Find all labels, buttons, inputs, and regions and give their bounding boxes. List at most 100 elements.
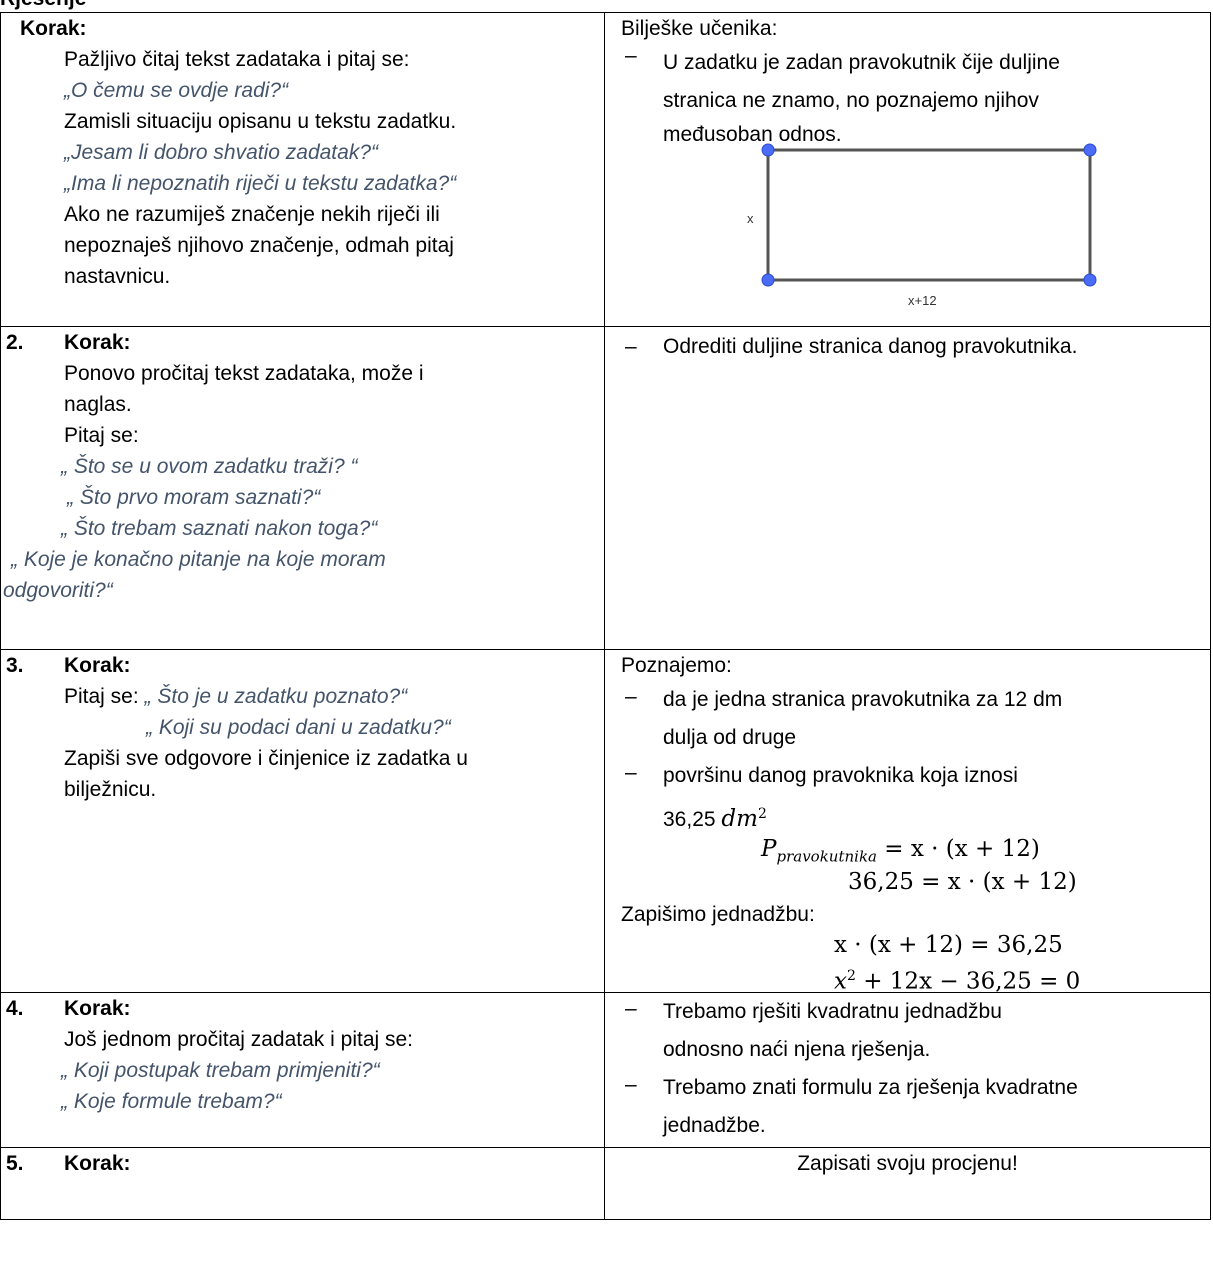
notes-heading: Bilješke učenika:: [621, 17, 778, 40]
instruction-line: Pitaj se: „ Što je u zadatku poznato?“: [1, 681, 604, 712]
step-title: Korak:: [64, 1152, 131, 1175]
step-5-instructions: 5. Korak:: [0, 1147, 605, 1220]
dash-bullet: –: [625, 685, 637, 708]
vertex-point: [1083, 143, 1097, 157]
step-4-notes: – Trebamo rješiti kvadratnu jednadžbu od…: [604, 992, 1211, 1148]
guiding-question: „ Što trebam saznati nakon toga?“: [61, 517, 378, 540]
area-unit: dm: [721, 806, 758, 832]
instruction-line: nepoznaješ njihovo značenje, odmah pitaj: [64, 234, 454, 257]
guiding-question: „ Što se u ovom zadatku traži? “: [61, 455, 358, 478]
step-3-instructions: 3. Korak: Pitaj se: „ Što je u zadatku po…: [0, 649, 605, 993]
equation-exponent: 2: [846, 968, 856, 984]
instruction-line: Pitaj se:: [64, 424, 139, 447]
guiding-question: „ Što je u zadatku poznato?“: [144, 685, 408, 708]
instruction-prefix: Pitaj se:: [64, 685, 145, 708]
step-3-heading: 3. Korak:: [1, 650, 604, 681]
note-bullet: – Trebamo rješiti kvadratnu jednadžbu od…: [605, 993, 1210, 1069]
notes-heading: Zapišimo jednadžbu:: [621, 903, 815, 926]
vertex-point: [761, 143, 775, 157]
step-number: 3.: [6, 654, 24, 677]
step-3-notes: Poznajemo: – da je jedna stranica pravok…: [604, 649, 1211, 995]
step-4-instructions: 4. Korak: Još jednom pročitaj zadatak i p…: [0, 992, 605, 1148]
step-1-heading: 1.Korak:: [1, 13, 604, 44]
equation-variable: x: [834, 968, 847, 995]
note-bullet: – U zadatku je zadan pravokutnik čije du…: [605, 44, 1210, 150]
step-row-1: 1.Korak: Pažljivo čitaj tekst zadataka i…: [0, 12, 1211, 327]
step-title: Korak:: [64, 997, 131, 1020]
note-bullet: – površinu danog pravoknika koja iznosi …: [605, 757, 1210, 833]
step-row-2: 2. Korak: Ponovo pročitaj tekst zadataka,…: [0, 326, 1211, 650]
equation-line: x · (x + 12) = 36,25: [834, 932, 1063, 958]
step-5-heading: 5. Korak:: [1, 1148, 604, 1179]
equation-rest: + 12x − 36,25 = 0: [855, 968, 1081, 995]
page-title: Rješenje: [0, 0, 86, 12]
guiding-question: „Jesam li dobro shvatio zadatak?“: [64, 141, 378, 164]
guiding-question: „ Koji su podaci dani u zadatku?“: [146, 716, 451, 739]
note-text: dulja od druge: [663, 726, 797, 749]
dash-bullet: –: [625, 997, 637, 1020]
step-1-notes: Bilješke učenika: – U zadatku je zadan p…: [604, 12, 1211, 327]
note-text: U zadatku je zadan pravokutnik čije dulj…: [663, 51, 1060, 74]
dash-bullet: –: [625, 761, 637, 784]
instruction-line: nastavnicu.: [64, 265, 171, 288]
step-number: 2.: [6, 331, 24, 354]
note-text: površinu danog pravoknika koja iznosi: [663, 764, 1018, 787]
step-2-notes: – Odrediti duljine stranica danog pravok…: [604, 326, 1211, 650]
step-title: Korak:: [20, 17, 87, 40]
instruction-line: Pažljivo čitaj tekst zadataka i pitaj se…: [64, 48, 410, 71]
step-1-instructions: 1.Korak: Pažljivo čitaj tekst zadataka i…: [0, 12, 605, 327]
step-4-heading: 4. Korak:: [1, 993, 604, 1024]
area-equation: 36,25 = x · (x + 12): [848, 869, 1077, 895]
step-2-heading: 2. Korak:: [1, 327, 604, 358]
note-text: odnosno naći njena rješenja.: [663, 1038, 931, 1061]
guiding-question: „ Koje je konačno pitanje na koje moram: [11, 548, 386, 571]
area-number: 36,25: [663, 808, 716, 831]
note-bullet: – da je jedna stranica pravokutnika za 1…: [605, 681, 1210, 757]
estimate-note: Zapisati svoju procjenu!: [797, 1152, 1018, 1175]
note-text: Trebamo znati formulu za rješenja kvadra…: [663, 1076, 1078, 1099]
steps-table: 1.Korak: Pažljivo čitaj tekst zadataka i…: [0, 12, 1211, 1220]
instruction-line: bilježnicu.: [64, 778, 157, 801]
step-number: 5.: [6, 1152, 24, 1175]
formula-subscript: pravokutnika: [776, 847, 877, 866]
formula-rhs: = x · (x + 12): [876, 836, 1040, 862]
guiding-question: odgovoriti?“: [3, 579, 113, 602]
step-row-3: 3. Korak: Pitaj se: „ Što je u zadatku po…: [0, 649, 1211, 995]
step-2-instructions: 2. Korak: Ponovo pročitaj tekst zadataka,…: [0, 326, 605, 650]
unit-exponent: 2: [757, 806, 767, 822]
dash-bullet: –: [625, 335, 637, 358]
guiding-question: „Ima li nepoznatih riječi u tekstu zadat…: [64, 172, 457, 195]
rectangle-diagram: x x+12: [747, 143, 1097, 307]
note-text: međusoban odnos.: [663, 123, 842, 146]
step-5-notes: Zapisati svoju procjenu!: [604, 1147, 1211, 1220]
guiding-question: „ Koje formule trebam?“: [61, 1090, 282, 1113]
note-text: da je jedna stranica pravokutnika za 12 …: [663, 688, 1063, 711]
step-row-5: 5. Korak: Zapisati svoju procjenu!: [0, 1147, 1211, 1220]
step-title: Korak:: [64, 331, 131, 354]
dash-bullet: –: [625, 44, 637, 67]
instruction-line: Ako ne razumiješ značenje nekih riječi i…: [64, 203, 440, 226]
guiding-question: „O čemu se ovdje radi?“: [64, 79, 289, 102]
step-title: Korak:: [64, 654, 131, 677]
instruction-line: naglas.: [64, 393, 132, 416]
dash-bullet: –: [625, 1073, 637, 1096]
step-number: 1.: [0, 13, 20, 44]
vertex-point: [1083, 273, 1097, 287]
formula-symbol: P: [761, 836, 777, 862]
rectangle-shape: [766, 148, 1092, 282]
vertex-point: [761, 273, 775, 287]
quadratic-equation: x2 + 12x − 36,25 = 0: [605, 961, 1210, 995]
note-bullet: – Odrediti duljine stranica danog pravok…: [605, 331, 1210, 362]
note-bullet: – Trebamo znati formulu za rješenja kvad…: [605, 1069, 1210, 1145]
notes-heading: Poznajemo:: [621, 654, 732, 677]
area-value: 36,25 dm2: [663, 795, 1210, 833]
note-text: stranica ne znamo, no poznajemo njihov: [663, 89, 1039, 112]
step-number: 4.: [6, 997, 24, 1020]
guiding-question: „ Koji postupak trebam primjeniti?“: [61, 1059, 380, 1082]
note-text: Trebamo rješiti kvadratnu jednadžbu: [663, 1000, 1002, 1023]
area-formula: Ppravokutnika = x · (x + 12): [605, 833, 1210, 866]
instruction-line: Zapiši sve odgovore i činjenice iz zadat…: [64, 747, 468, 770]
note-text: jednadžbe.: [663, 1114, 766, 1137]
instruction-line: Ponovo pročitaj tekst zadataka, može i: [64, 362, 424, 385]
note-text: Odrediti duljine stranica danog pravokut…: [663, 335, 1078, 358]
